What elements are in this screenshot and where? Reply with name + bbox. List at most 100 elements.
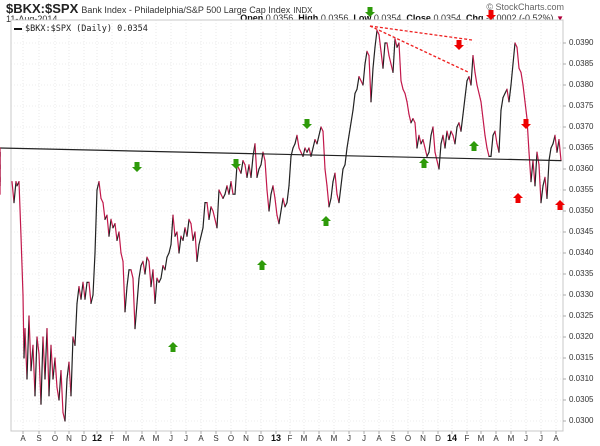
price-line-segment bbox=[464, 80, 468, 99]
price-line-segment bbox=[234, 164, 238, 195]
price-line-segment bbox=[498, 109, 502, 153]
x-tick-label: J bbox=[362, 434, 366, 443]
chg-value: -0.0002 (-0.52%) bbox=[486, 13, 554, 23]
y-tick-label: 0.0355 bbox=[569, 185, 594, 194]
y-tick-label: 0.0380 bbox=[569, 80, 594, 89]
chart-title: $BKX:$SPX Bank Index - Philadelphia/S&P … bbox=[6, 1, 312, 16]
x-tick-label: S bbox=[36, 434, 42, 443]
price-line-segment bbox=[530, 160, 534, 183]
price-line-segment bbox=[510, 63, 514, 86]
price-line-segment bbox=[250, 155, 254, 178]
price-line-segment bbox=[462, 96, 466, 116]
price-line-segment bbox=[354, 88, 358, 95]
price-line-segment bbox=[362, 63, 366, 86]
price-line-segment bbox=[344, 147, 348, 166]
price-line-segment bbox=[210, 206, 214, 212]
price-line-segment bbox=[212, 210, 216, 220]
price-line-segment bbox=[548, 147, 552, 162]
price-line-segment bbox=[48, 344, 52, 397]
price-line-segment bbox=[484, 134, 488, 149]
price-line-segment bbox=[42, 336, 46, 380]
price-line-segment bbox=[94, 189, 98, 254]
price-line-segment bbox=[482, 117, 486, 136]
price-line-segment bbox=[186, 218, 190, 237]
price-line-segment bbox=[206, 202, 210, 220]
price-line-segment bbox=[20, 235, 24, 296]
price-line-segment bbox=[258, 164, 262, 170]
price-line-segment bbox=[448, 130, 452, 141]
price-line-segment bbox=[376, 29, 380, 36]
price-line-segment bbox=[274, 197, 278, 216]
price-line-segment bbox=[76, 286, 80, 304]
price-line-segment bbox=[490, 134, 494, 157]
green-up-arrow-icon bbox=[257, 260, 267, 270]
y-tick-label: 0.0365 bbox=[569, 143, 594, 152]
price-line-segment bbox=[0, 147, 562, 162]
price-line-segment bbox=[516, 46, 520, 69]
price-line-segment bbox=[154, 277, 158, 304]
y-tick-label: 0.0325 bbox=[569, 311, 594, 320]
price-line-segment bbox=[454, 126, 458, 145]
price-line-segment bbox=[432, 126, 436, 153]
price-line-segment bbox=[114, 223, 118, 241]
price-line-segment bbox=[158, 277, 162, 283]
price-line-segment bbox=[170, 214, 174, 246]
price-line-segment bbox=[378, 33, 382, 53]
price-line-segment bbox=[374, 29, 378, 48]
x-tick-label: A bbox=[198, 434, 204, 443]
green-down-arrow-icon bbox=[365, 7, 375, 17]
red-down-arrow-icon bbox=[454, 40, 464, 50]
price-line-segment bbox=[444, 130, 448, 149]
x-tick-label: A bbox=[316, 434, 322, 443]
symbol: $BKX:$SPX bbox=[6, 1, 79, 16]
price-line-segment bbox=[18, 181, 22, 237]
y-tick-label: 0.0330 bbox=[569, 290, 594, 299]
price-line-segment bbox=[80, 281, 84, 300]
price-line-segment bbox=[416, 134, 420, 149]
price-line-segment bbox=[130, 269, 134, 279]
open-label: Open bbox=[240, 13, 264, 23]
price-line-segment bbox=[156, 277, 160, 283]
y-tick-label: 0.0300 bbox=[569, 416, 594, 425]
price-line-segment bbox=[124, 286, 128, 313]
price-line-segment bbox=[126, 269, 130, 288]
legend-line-icon bbox=[14, 27, 22, 30]
price-line-segment bbox=[404, 92, 408, 103]
green-up-arrow-icon bbox=[419, 158, 429, 168]
x-tick-label: J bbox=[169, 434, 173, 443]
price-line-segment bbox=[296, 134, 300, 149]
price-line-segment bbox=[318, 126, 322, 136]
price-line-segment bbox=[90, 294, 94, 304]
price-line-segment bbox=[164, 256, 168, 271]
price-line-segment bbox=[410, 117, 414, 124]
x-tick-label: O bbox=[227, 434, 235, 443]
price-line-segment bbox=[558, 139, 562, 162]
x-tick-label: N bbox=[243, 434, 249, 443]
price-line-segment bbox=[386, 42, 390, 57]
price-line-segment bbox=[254, 143, 258, 178]
price-line-segment bbox=[106, 214, 110, 237]
green-down-arrow-icon bbox=[231, 159, 241, 169]
price-line-segment bbox=[342, 164, 346, 170]
close-label: Close bbox=[406, 13, 431, 23]
x-tick-label: M bbox=[507, 434, 515, 443]
price-line-segment bbox=[82, 281, 86, 300]
ohlc-summary: Open 0.0356 High 0.0356 Low 0.0354 Close… bbox=[240, 13, 564, 23]
price-line-segment bbox=[368, 54, 372, 103]
price-line-segment bbox=[536, 151, 540, 166]
price-line-segment bbox=[350, 109, 354, 124]
price-line-segment bbox=[476, 84, 480, 95]
price-line-segment bbox=[34, 336, 38, 397]
price-line-segment bbox=[424, 147, 428, 157]
x-tick-label: S bbox=[390, 434, 396, 443]
price-line-segment bbox=[388, 54, 392, 65]
y-tick-label: 0.0345 bbox=[569, 227, 594, 236]
price-line-segment bbox=[500, 96, 504, 111]
price-line-segment bbox=[288, 155, 292, 187]
price-line-segment bbox=[268, 193, 272, 212]
x-tick-label: F bbox=[287, 434, 293, 443]
price-line-segment bbox=[11, 181, 15, 204]
price-line-segment bbox=[198, 235, 202, 246]
y-tick-label: 0.0370 bbox=[569, 122, 594, 131]
price-line-segment bbox=[134, 302, 138, 330]
